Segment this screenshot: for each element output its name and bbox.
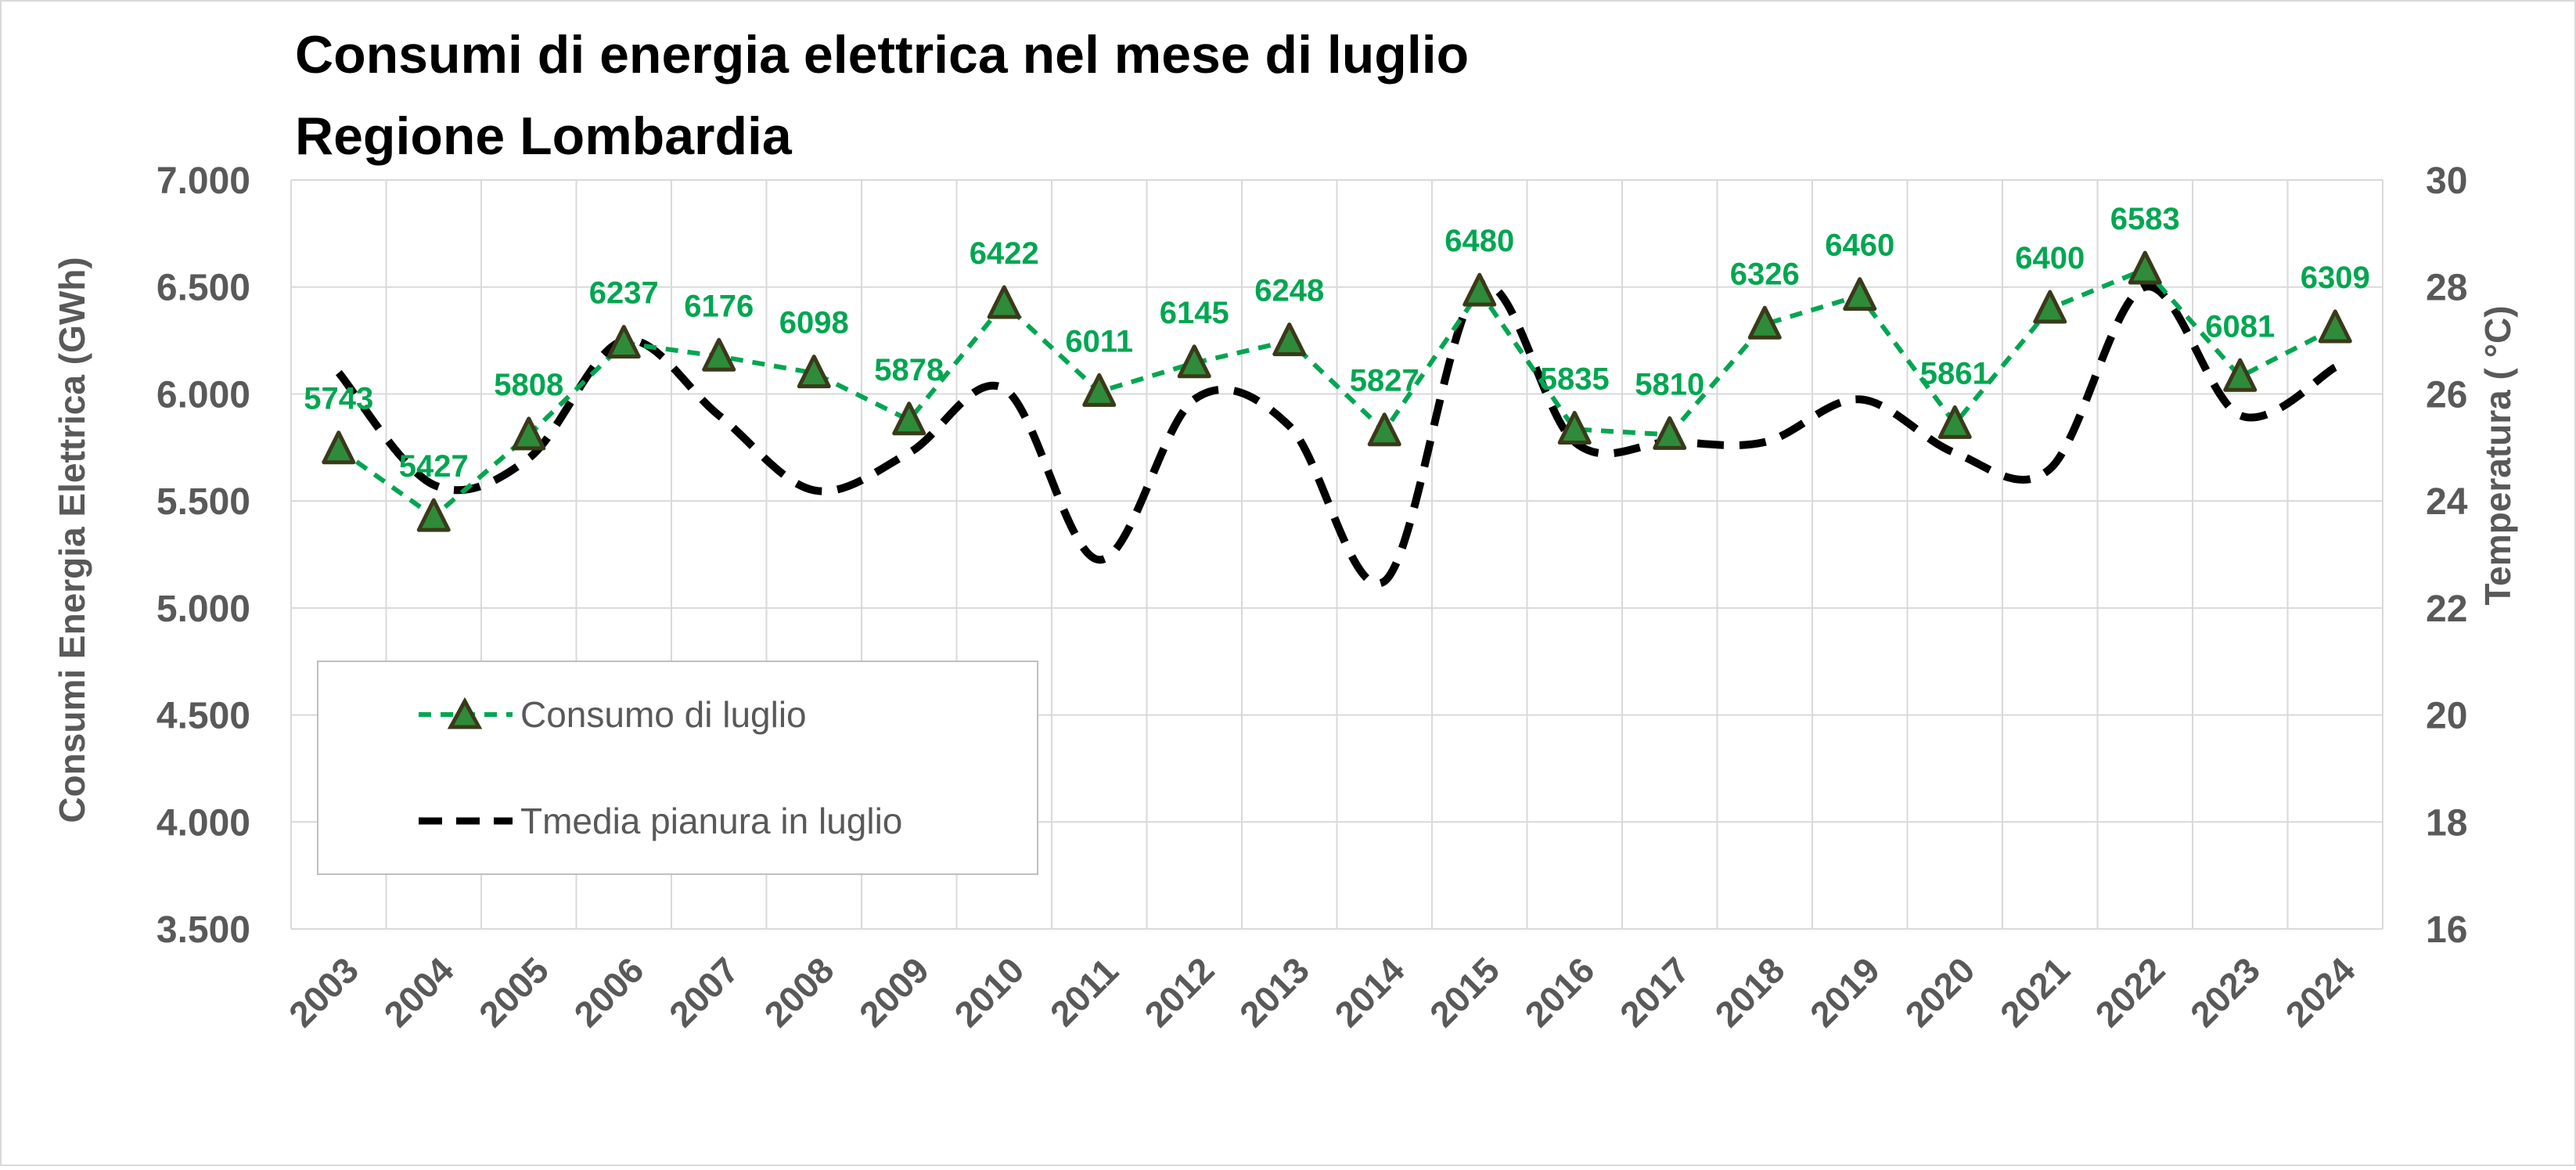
consumo-marker [1082,373,1117,407]
y-tick-label: 5.000 [157,589,250,630]
consumo-data-label: 6309 [2301,261,2370,295]
y-tick-label: 5.500 [157,481,250,523]
consumo-data-label: 5427 [399,449,469,484]
y2-tick-label: 26 [2426,374,2467,416]
consumo-data-label: 6248 [1254,274,1324,308]
consumo-data-label: 6480 [1445,224,1514,258]
consumo-marker [2033,290,2067,324]
y-tick-label: 4.000 [157,802,250,844]
chart-title-line2: Regione Lombardia [295,106,793,166]
y-tick-label: 6.000 [157,374,250,416]
consumo-data-label: 5878 [874,353,944,387]
consumo-data-label: 6145 [1160,296,1229,330]
y2-axis-title: Temperatura ( °C) [2477,305,2518,605]
consumo-data-label: 6081 [2205,309,2275,344]
consumo-data-label: 5861 [1920,356,1990,391]
series-line-tmedia [335,280,2337,588]
legend-consumo-label: Consumo di luglio [520,694,807,735]
legend-consumo-marker [447,697,483,729]
consumo-marker [1272,322,1307,357]
y-tick-label: 4.500 [157,696,250,737]
consumo-marker [322,430,356,465]
consumo-marker [1462,272,1497,307]
consumo-marker [1557,411,1592,445]
consumo-marker [2223,358,2258,392]
consumo-data-label: 6011 [1065,324,1133,358]
consumo-marker [1747,305,1782,340]
y2-tick-label: 24 [2426,481,2468,523]
consumo-marker [892,401,926,436]
grid-layer [290,179,2384,930]
chart-title-line1: Consumi di energia elettrica nel mese di… [295,25,1469,85]
y2-tick-label: 20 [2426,696,2467,737]
y-tick-label: 7.000 [157,160,250,202]
series-line-consumo [337,266,2337,520]
y2-tick-label: 22 [2426,589,2467,630]
consumo-marker [1653,416,1687,450]
consumo-marker [1937,405,1972,439]
consumo-data-label: 6400 [2015,241,2085,275]
consumo-data-label: 6176 [684,289,754,323]
consumo-data-label: 6098 [779,306,849,340]
consumo-data-label: 5743 [304,382,373,416]
y2-tick-label: 18 [2426,802,2467,844]
consumo-data-label: 5827 [1350,364,1419,398]
y-tick-label: 6.500 [157,268,250,309]
consumo-data-label: 6326 [1730,257,1800,291]
consumo-data-label: 5808 [494,368,563,402]
legend-tmedia-label: Tmedia pianura in luglio [520,801,902,841]
consumo-data-label: 6460 [1825,229,1894,263]
consumo-data-label: 6583 [2110,202,2180,236]
label-layer: 5743 5427 5808 6237 6176 6098 5878 6422 6011 6145… [304,202,2369,484]
y-tick-label: 3.500 [157,909,250,951]
consumo-marker [2318,309,2352,344]
consumo-marker [512,416,546,451]
y2-tick-label: 28 [2426,268,2467,309]
consumo-marker [1843,277,1877,311]
y-axis-title: Consumi Energia Elettrica (GWh) [52,257,92,823]
consumo-marker [2128,250,2162,285]
y2-tick-label: 16 [2426,909,2467,951]
consumo-marker [1177,344,1211,379]
consumo-data-label: 5835 [1540,362,1610,397]
consumo-marker [416,498,451,532]
consumo-marker [606,325,641,359]
consumo-marker [702,337,736,372]
consumo-data-label: 6237 [589,276,659,311]
legend: Consumo di luglio Tmedia pianura in lugl… [317,661,1038,875]
y2-tick-label: 30 [2426,160,2467,202]
consumo-data-label: 5810 [1635,367,1704,401]
legend-box [317,661,1038,875]
consumo-data-label: 6422 [970,236,1039,271]
consumo-marker [987,285,1021,319]
series-layer [322,250,2352,588]
consumo-marker [1367,412,1401,447]
consumo-marker [797,355,831,389]
